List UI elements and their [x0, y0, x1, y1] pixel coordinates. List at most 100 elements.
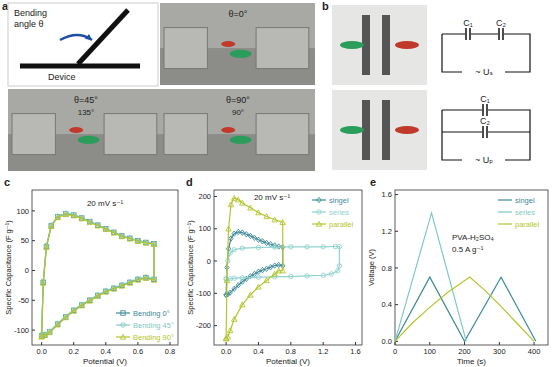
- marker: [121, 323, 125, 327]
- chart: d0.00.40.81.21.6-200-1000100200Potential…: [186, 176, 362, 366]
- legend-label: parallel: [329, 220, 354, 229]
- marker: [248, 205, 253, 210]
- y-axis-title: Voltage (V): [367, 248, 376, 286]
- legend-line: [498, 211, 512, 212]
- marker: [232, 248, 236, 252]
- legend-line: [312, 211, 326, 212]
- marker: [272, 217, 277, 222]
- marker: [289, 274, 293, 278]
- y-tick: [395, 231, 398, 232]
- marker: [227, 328, 232, 333]
- marker: [63, 212, 68, 217]
- y-tick: [32, 330, 35, 331]
- marker: [228, 202, 233, 207]
- y-tick: [214, 261, 217, 262]
- x-tick-label: 0.2: [68, 347, 78, 356]
- y-tick-label: 0.0: [382, 337, 392, 346]
- wire: [442, 110, 530, 160]
- y-tick-label: 100: [16, 207, 29, 216]
- legend-line: [312, 199, 326, 200]
- x-tick-label: 0.0: [221, 347, 231, 356]
- legend-label: series: [515, 208, 535, 217]
- legend-label: Bending 45°: [133, 321, 174, 330]
- marker: [71, 213, 76, 218]
- marker: [87, 219, 92, 224]
- x-tick-label: 0.4: [101, 347, 111, 356]
- y-tick-label: 0: [25, 266, 29, 275]
- y-tick-label: -100: [14, 326, 29, 335]
- photo-part: [256, 28, 309, 69]
- photo: [332, 5, 427, 85]
- series-line: [395, 277, 536, 341]
- y-tick-label: 100: [198, 224, 211, 233]
- x-axis-title: Potential (V): [266, 357, 310, 366]
- source: ~ Uₚ: [475, 155, 493, 165]
- x-tick: [137, 342, 138, 345]
- clip-red: [395, 41, 419, 49]
- marker: [127, 236, 132, 241]
- series-line: [395, 277, 534, 341]
- photo-part: [164, 28, 207, 69]
- panel-label: d: [186, 176, 193, 188]
- clip-red: [395, 126, 419, 134]
- marker: [223, 336, 228, 341]
- clip-green: [340, 41, 364, 49]
- y-tick-label: 50: [21, 236, 29, 245]
- chart-title: 20 mV s⁻¹: [254, 193, 291, 202]
- data-group: [395, 213, 536, 341]
- photo: [160, 3, 315, 85]
- marker: [272, 245, 276, 249]
- marker: [55, 322, 60, 327]
- clip-green: [340, 126, 364, 134]
- x-tick: [499, 342, 500, 345]
- x-tick: [258, 342, 259, 345]
- marker: [268, 242, 272, 247]
- data-group: [39, 211, 157, 339]
- legend-line: [498, 199, 512, 200]
- marker: [337, 264, 341, 268]
- marker: [55, 215, 60, 220]
- marker: [228, 251, 232, 255]
- cap-plate: [486, 104, 488, 116]
- y-tick-label: 1.2: [382, 227, 392, 236]
- x-tick-label: 1.6: [350, 347, 360, 356]
- marker: [223, 336, 228, 341]
- clip-green: [230, 136, 252, 144]
- y-tick-label: -50: [18, 296, 29, 305]
- photo: [332, 90, 427, 170]
- marker: [39, 334, 44, 339]
- marker: [317, 210, 321, 214]
- y-tick: [395, 267, 398, 268]
- chart-title: 20 mV s⁻¹: [87, 199, 124, 208]
- marker: [264, 240, 268, 245]
- legend: singelseriesparallel: [312, 196, 354, 229]
- angle-label: θ=45°: [74, 95, 98, 105]
- series-line: [226, 232, 283, 295]
- marker: [240, 200, 245, 205]
- legend-line: [312, 223, 326, 224]
- x-tick-label: 200: [458, 347, 471, 356]
- y-tick: [214, 293, 217, 294]
- marker: [244, 276, 248, 281]
- x-axis-title: Potential (V): [83, 357, 127, 366]
- marker: [276, 262, 280, 267]
- y-tick: [214, 325, 217, 326]
- cap-plate: [486, 126, 488, 138]
- marker: [264, 214, 269, 219]
- marker: [232, 286, 236, 291]
- x-tick-label: 0.0: [36, 347, 46, 356]
- marker: [127, 280, 132, 285]
- marker: [236, 283, 240, 288]
- marker: [151, 277, 156, 282]
- x-tick: [534, 342, 535, 345]
- angle-label: θ=0°: [229, 9, 248, 19]
- marker: [264, 266, 268, 271]
- cap-plate: [465, 28, 467, 40]
- plot-frame: [214, 190, 362, 345]
- photo: [160, 89, 315, 171]
- legend: Bending 0°Bending 45°Bending 90°: [116, 309, 174, 342]
- marker: [143, 240, 148, 245]
- marker: [135, 239, 140, 244]
- cap-plate: [498, 28, 500, 40]
- marker: [119, 283, 124, 288]
